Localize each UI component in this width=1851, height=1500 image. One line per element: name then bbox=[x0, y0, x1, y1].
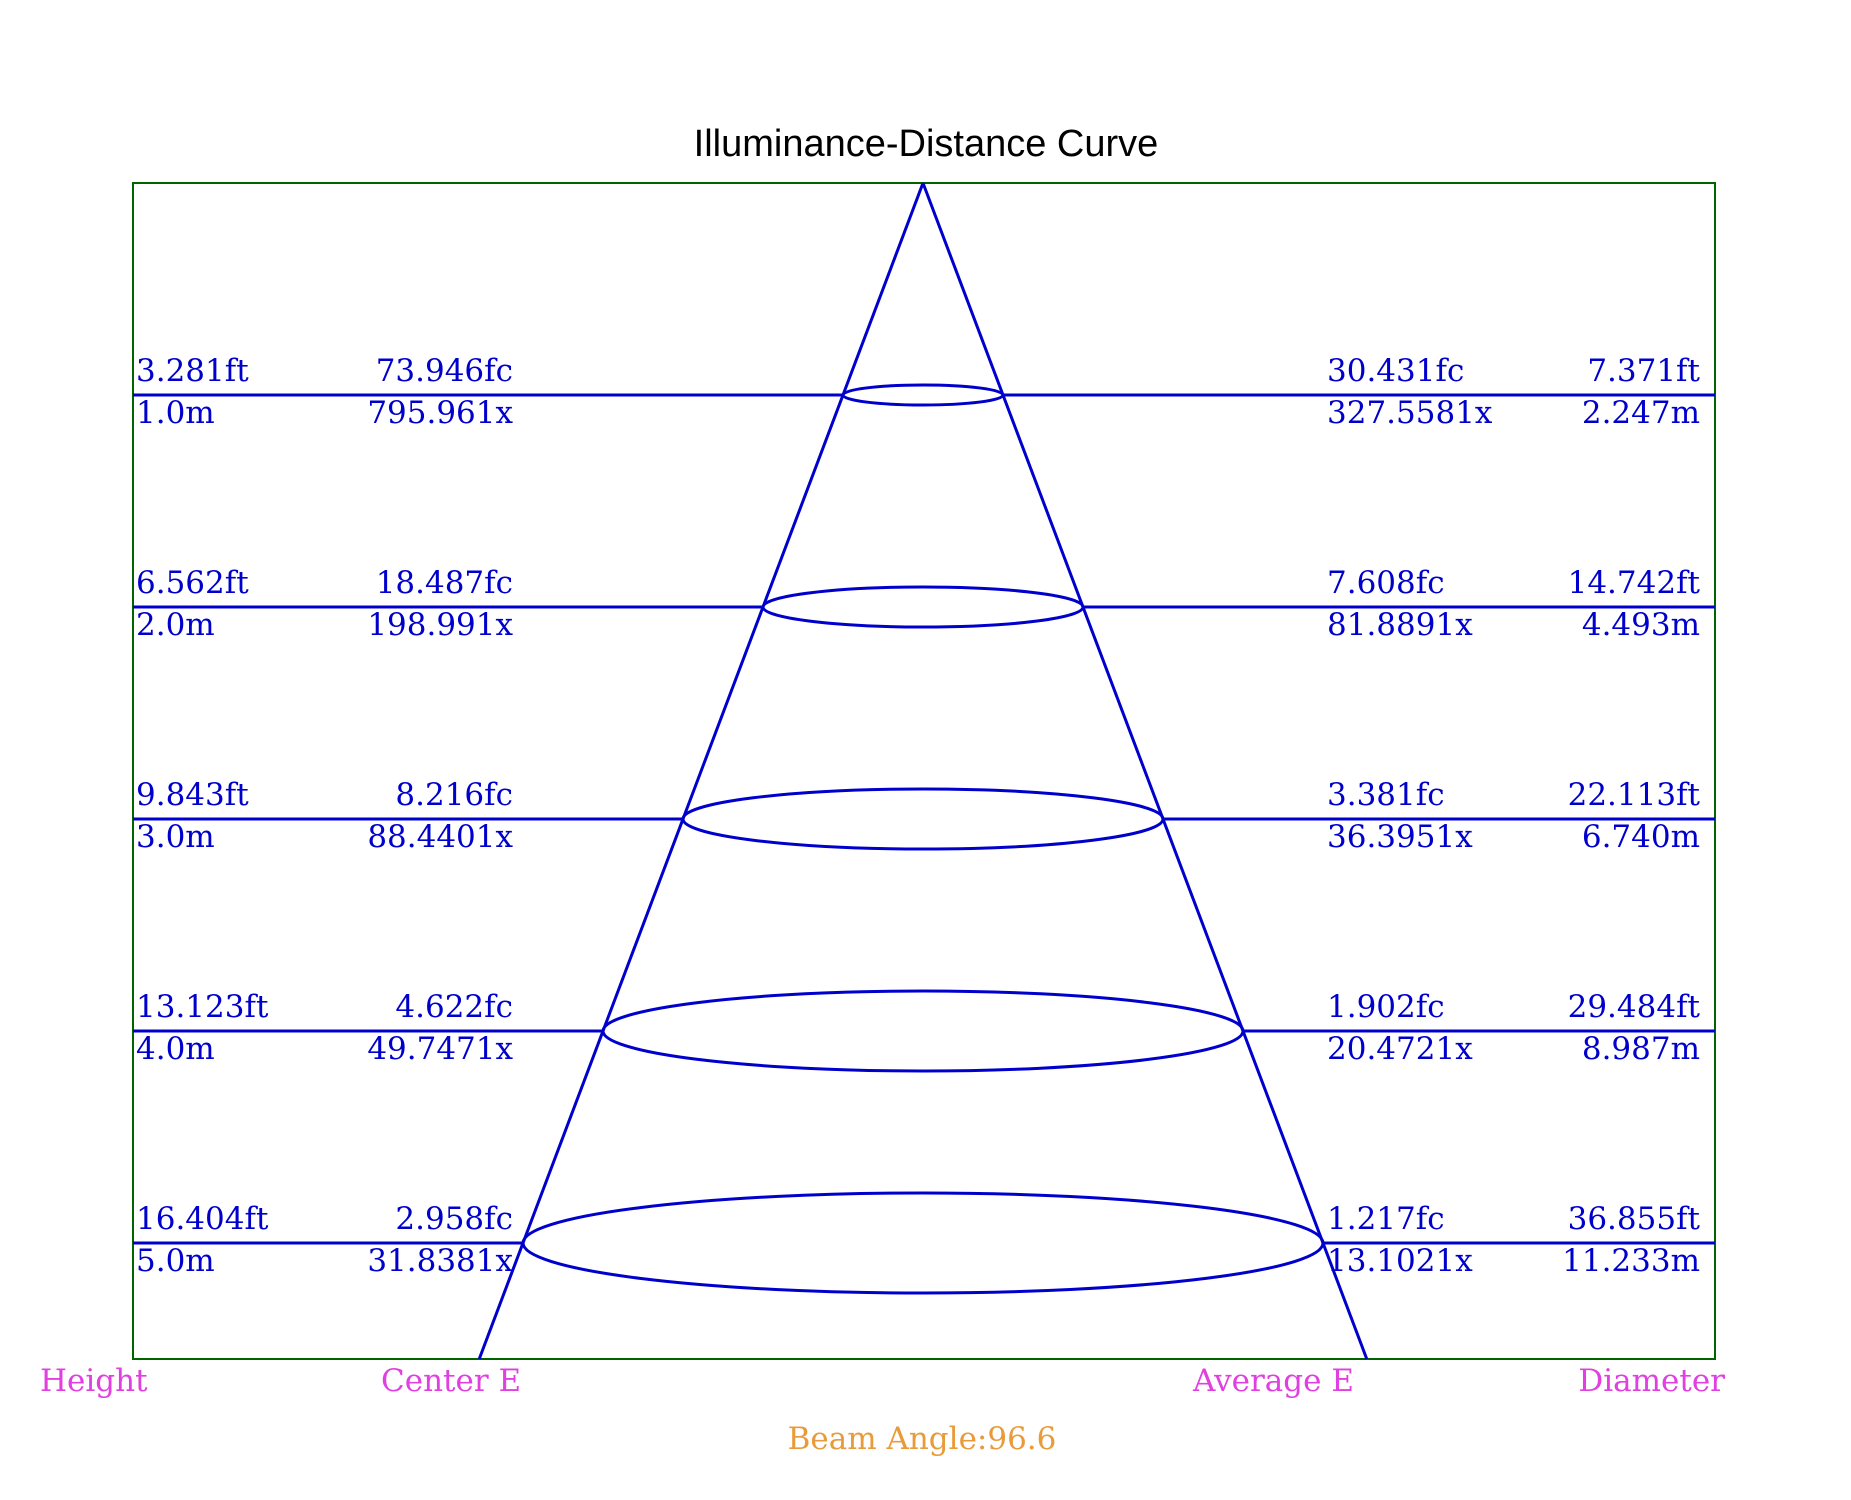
diameter-m-value: 2.247m bbox=[1582, 395, 1700, 431]
beam-ellipse bbox=[521, 1191, 1325, 1295]
average-lx-value: 327.5581x bbox=[1327, 395, 1493, 431]
height-m-value: 5.0m bbox=[136, 1243, 215, 1279]
beam-ellipse bbox=[681, 787, 1165, 851]
average-fc-value: 1.902fc bbox=[1327, 989, 1445, 1025]
center-lx-value: 795.961x bbox=[367, 395, 513, 431]
height-m-value: 1.0m bbox=[136, 395, 215, 431]
diameter-ft-value: 14.742ft bbox=[1568, 565, 1701, 601]
beam-ellipse bbox=[761, 585, 1085, 629]
average-fc-value: 1.217fc bbox=[1327, 1201, 1445, 1237]
center-fc-value: 4.622fc bbox=[395, 989, 513, 1025]
center-lx-value: 49.7471x bbox=[367, 1031, 513, 1067]
center-e-column-label: Center E bbox=[381, 1363, 521, 1399]
beam-ellipse bbox=[601, 989, 1245, 1073]
cone-left-edge bbox=[477, 182, 925, 1360]
plot-frame bbox=[132, 182, 1716, 1360]
average-lx-value: 20.4721x bbox=[1327, 1031, 1473, 1067]
center-fc-value: 2.958fc bbox=[395, 1201, 513, 1237]
distance-rows: 3.281ft 1.0m 73.946fc 795.961x 30.431fc 327.5… bbox=[133, 353, 1715, 1295]
chart-title: Illuminance-Distance Curve bbox=[694, 123, 1159, 165]
height-ft-value: 3.281ft bbox=[136, 353, 249, 389]
average-fc-value: 7.608fc bbox=[1327, 565, 1445, 601]
diameter-ft-value: 7.371ft bbox=[1587, 353, 1700, 389]
diameter-m-value: 4.493m bbox=[1582, 607, 1700, 643]
distance-row: 13.123ft 4.0m 4.622fc 49.7471x 1.902fc 20.472… bbox=[133, 989, 1715, 1073]
average-fc-value: 3.381fc bbox=[1327, 777, 1445, 813]
diameter-m-value: 11.233m bbox=[1562, 1243, 1700, 1279]
beam-ellipse bbox=[841, 383, 1005, 407]
center-fc-value: 73.946fc bbox=[376, 353, 513, 389]
diameter-ft-value: 22.113ft bbox=[1568, 777, 1701, 813]
height-column-label: Height bbox=[40, 1363, 148, 1399]
height-ft-value: 9.843ft bbox=[136, 777, 249, 813]
average-fc-value: 30.431fc bbox=[1327, 353, 1464, 389]
center-lx-value: 88.4401x bbox=[367, 819, 513, 855]
cone-right-edge bbox=[921, 182, 1369, 1360]
height-m-value: 4.0m bbox=[136, 1031, 215, 1067]
beam-cone bbox=[477, 182, 1369, 1360]
height-m-value: 2.0m bbox=[136, 607, 215, 643]
distance-row: 3.281ft 1.0m 73.946fc 795.961x 30.431fc 327.5… bbox=[133, 353, 1715, 431]
average-e-column-label: Average E bbox=[1192, 1363, 1354, 1399]
average-lx-value: 81.8891x bbox=[1327, 607, 1473, 643]
center-lx-value: 198.991x bbox=[367, 607, 513, 643]
center-fc-value: 8.216fc bbox=[395, 777, 513, 813]
diameter-m-value: 6.740m bbox=[1582, 819, 1700, 855]
center-lx-value: 31.8381x bbox=[367, 1243, 513, 1279]
height-ft-value: 13.123ft bbox=[136, 989, 269, 1025]
average-lx-value: 36.3951x bbox=[1327, 819, 1473, 855]
diameter-m-value: 8.987m bbox=[1582, 1031, 1700, 1067]
average-lx-value: 13.1021x bbox=[1327, 1243, 1473, 1279]
beam-angle-label: Beam Angle:96.6 bbox=[788, 1421, 1057, 1457]
center-fc-value: 18.487fc bbox=[376, 565, 513, 601]
diameter-ft-value: 36.855ft bbox=[1568, 1201, 1701, 1237]
diameter-ft-value: 29.484ft bbox=[1568, 989, 1701, 1025]
height-ft-value: 6.562ft bbox=[136, 565, 249, 601]
distance-row: 6.562ft 2.0m 18.487fc 198.991x 7.608fc 81.889… bbox=[133, 565, 1715, 643]
height-m-value: 3.0m bbox=[136, 819, 215, 855]
distance-row: 9.843ft 3.0m 8.216fc 88.4401x 3.381fc 36.3951… bbox=[133, 777, 1715, 855]
distance-row: 16.404ft 5.0m 2.958fc 31.8381x 1.217fc 13.102… bbox=[133, 1191, 1715, 1295]
diameter-column-label: Diameter bbox=[1578, 1363, 1725, 1399]
height-ft-value: 16.404ft bbox=[136, 1201, 269, 1237]
